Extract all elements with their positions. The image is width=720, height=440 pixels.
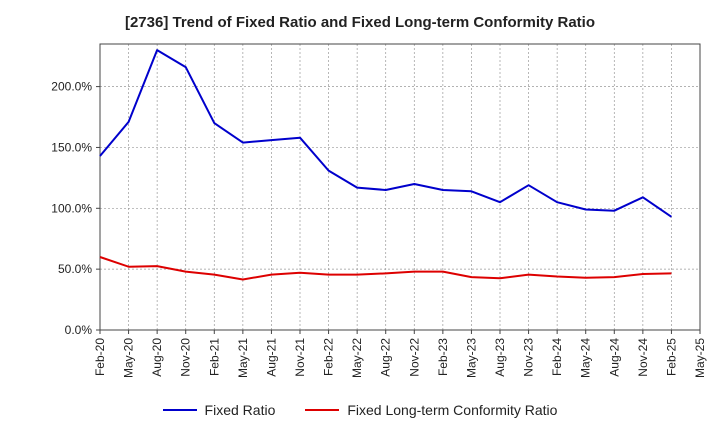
x-tick-label: May-22: [350, 338, 364, 378]
x-tick-label: Feb-21: [207, 338, 221, 376]
chart-title: [2736] Trend of Fixed Ratio and Fixed Lo…: [124, 14, 596, 31]
y-tick-label: 150.0%: [51, 140, 92, 154]
x-tick-label: Nov-21: [293, 338, 307, 377]
x-tick-label: Feb-25: [664, 338, 678, 376]
x-tick-label: Feb-22: [322, 338, 336, 376]
legend-item-fixed-ratio: Fixed Ratio: [162, 402, 276, 418]
axes: [96, 43, 701, 334]
x-tick-label: Feb-20: [93, 338, 107, 376]
tick-labels: 0.0% 50.0% 100.0% 150.0% 200.0% Feb-20 May-20 A…: [51, 80, 707, 378]
x-tick-label: Nov-22: [407, 338, 421, 377]
x-tick-label: Aug-23: [493, 338, 507, 377]
x-tick-label: Aug-24: [607, 338, 621, 377]
series-line-fixed-long-term-conformity-ratio: [99, 256, 672, 281]
x-tick-label: Nov-23: [522, 338, 536, 377]
x-tick-label: Feb-24: [550, 338, 564, 376]
x-tick-label: May-23: [464, 338, 478, 378]
legend-item-fixed-long-term-conformity-ratio: Fixed Long-term Conformity Ratio: [305, 402, 557, 418]
legend: Fixed Ratio Fixed Long-term Conformity Ra…: [0, 402, 720, 418]
x-tick-label: Aug-20: [150, 338, 164, 377]
x-tick-label: May-21: [236, 338, 250, 378]
legend-label: Fixed Ratio: [204, 402, 276, 418]
x-tick-label: May-24: [579, 338, 593, 378]
y-tick-label: 200.0%: [51, 80, 92, 94]
legend-swatch: [162, 409, 197, 411]
x-tick-label: Nov-20: [179, 338, 193, 377]
plot-frame: [99, 43, 701, 331]
series-lines: [99, 49, 672, 281]
x-tick-label: Feb-23: [436, 338, 450, 376]
legend-label: Fixed Long-term Conformity Ratio: [347, 402, 558, 418]
line-chart: 0.0% 50.0% 100.0% 150.0% 200.0% Feb-20 May-20 A…: [51, 43, 707, 378]
x-tick-label: May-25: [693, 338, 707, 378]
legend-swatch: [305, 409, 340, 411]
x-tick-label: May-20: [122, 338, 136, 378]
y-tick-label: 0.0%: [65, 323, 93, 337]
series-line-fixed-ratio: [99, 49, 672, 218]
x-tick-label: Aug-22: [379, 338, 393, 377]
x-tick-label: Nov-24: [636, 338, 650, 377]
y-tick-label: 50.0%: [58, 262, 92, 276]
x-tick-label: Aug-21: [264, 338, 278, 377]
y-tick-label: 100.0%: [51, 201, 92, 215]
